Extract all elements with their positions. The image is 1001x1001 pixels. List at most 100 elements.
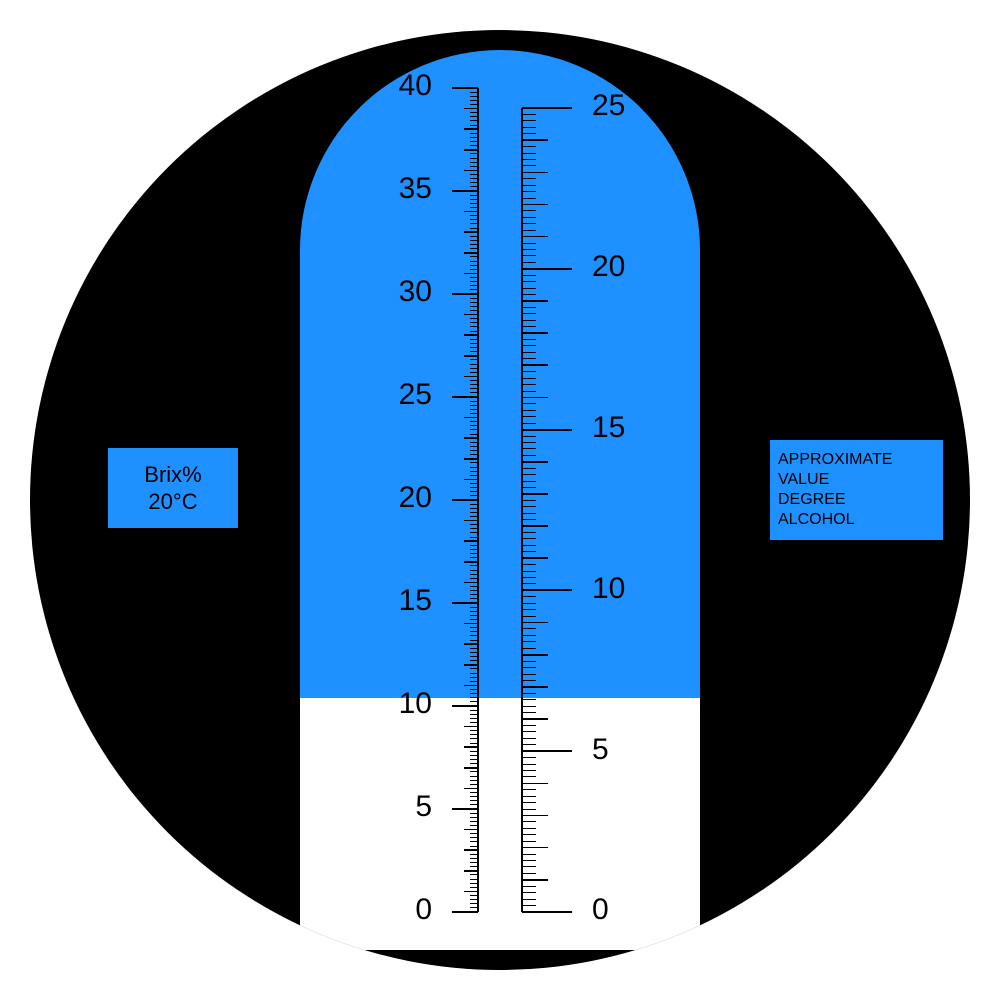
alcohol-scale-tick xyxy=(522,680,536,681)
brix-scale-tick xyxy=(464,540,478,542)
brix-scale-tick xyxy=(470,322,478,323)
brix-scale-tick xyxy=(452,190,478,192)
alcohol-scale-tick xyxy=(522,185,536,186)
alcohol-scale-tick xyxy=(522,622,548,624)
brix-scale-tick xyxy=(464,767,478,769)
brix-scale-tick xyxy=(470,199,478,200)
brix-scale-tick xyxy=(470,619,478,620)
brix-scale-tick xyxy=(470,240,478,241)
alcohol-scale-tick xyxy=(522,699,536,700)
brix-scale-tick xyxy=(470,289,478,290)
brix-scale-tick xyxy=(470,471,478,472)
brix-scale-tick xyxy=(464,582,478,584)
alcohol-scale-tick xyxy=(522,500,536,501)
brix-scale-tick xyxy=(470,771,478,772)
brix-scale-tick xyxy=(464,870,478,872)
brix-label-line: Brix% xyxy=(144,461,201,489)
brix-scale-tick xyxy=(470,730,478,731)
brix-scale-label: 5 xyxy=(362,790,432,824)
alcohol-scale-tick xyxy=(522,275,536,276)
alcohol-scale-tick xyxy=(522,834,536,835)
brix-scale-label: 30 xyxy=(362,275,432,309)
brix-scale-tick xyxy=(470,256,478,257)
alcohol-scale-tick xyxy=(522,236,548,238)
brix-scale-tick xyxy=(470,883,478,884)
alcohol-scale-tick xyxy=(522,120,536,121)
alcohol-scale-tick xyxy=(522,879,548,881)
brix-scale-tick xyxy=(470,516,478,517)
brix-scale-tick xyxy=(470,899,478,900)
alcohol-scale-tick xyxy=(522,532,536,533)
brix-scale-tick xyxy=(464,643,478,645)
brix-scale-tick xyxy=(470,298,478,299)
brix-scale-tick xyxy=(470,545,478,546)
brix-scale-tick xyxy=(470,677,478,678)
alcohol-scale-tick xyxy=(522,854,536,855)
alcohol-scale-tick xyxy=(522,481,536,482)
brix-scale-tick xyxy=(470,343,478,344)
brix-scale-tick xyxy=(470,141,478,142)
brix-scale-tick xyxy=(470,491,478,492)
brix-scale-tick xyxy=(470,425,478,426)
brix-scale-tick xyxy=(470,895,478,896)
brix-scale-tick xyxy=(470,112,478,113)
alcohol-scale-label: 25 xyxy=(592,89,662,123)
brix-scale-tick xyxy=(464,479,478,481)
alcohol-scale-tick xyxy=(522,841,536,842)
brix-scale-tick xyxy=(470,874,478,875)
brix-scale-tick xyxy=(470,462,478,463)
brix-scale-tick xyxy=(470,223,478,224)
brix-scale-tick xyxy=(470,207,478,208)
alcohol-scale-tick xyxy=(522,873,536,874)
brix-scale-tick xyxy=(470,858,478,859)
brix-scale-tick xyxy=(452,705,478,707)
brix-scale-tick xyxy=(470,261,478,262)
brix-scale-tick xyxy=(470,182,478,183)
brix-scale-tick xyxy=(452,87,478,89)
brix-scale-tick xyxy=(470,450,478,451)
alcohol-scale-tick xyxy=(522,345,536,346)
brix-scale-tick xyxy=(470,528,478,529)
alcohol-scale-tick xyxy=(522,217,536,218)
alcohol-scale-tick xyxy=(522,764,536,765)
brix-scale-tick xyxy=(470,96,478,97)
brix-scale-tick xyxy=(470,837,478,838)
alcohol-scale-tick xyxy=(522,557,548,559)
brix-scale-tick xyxy=(470,578,478,579)
alcohol-scale-tick xyxy=(522,538,536,539)
brix-scale-tick xyxy=(470,495,478,496)
brix-scale-tick xyxy=(470,364,478,365)
alcohol-scale-tick xyxy=(522,802,536,803)
alcohol-scale-tick xyxy=(522,706,536,707)
alcohol-scale-tick xyxy=(522,654,548,656)
alcohol-scale-tick xyxy=(522,866,536,867)
brix-scale-tick xyxy=(470,656,478,657)
alcohol-scale-tick xyxy=(522,281,536,282)
brix-scale-tick xyxy=(470,755,478,756)
brix-scale-tick xyxy=(470,166,478,167)
brix-scale-tick xyxy=(470,668,478,669)
brix-scale-tick xyxy=(470,413,478,414)
brix-scale-label: 10 xyxy=(362,687,432,721)
brix-scale-tick xyxy=(464,128,478,130)
brix-scale-tick xyxy=(470,475,478,476)
brix-scale-tick xyxy=(452,293,478,295)
alcohol-scale-tick xyxy=(522,307,536,308)
brix-scale-tick xyxy=(470,796,478,797)
brix-scale-tick xyxy=(470,574,478,575)
brix-scale-tick xyxy=(464,273,478,275)
alcohol-scale-tick xyxy=(522,436,536,437)
brix-scale-tick xyxy=(470,598,478,599)
brix-scale-tick xyxy=(464,252,478,254)
brix-scale-tick xyxy=(470,718,478,719)
alcohol-scale-tick xyxy=(522,198,536,199)
brix-scale-tick xyxy=(470,162,478,163)
alcohol-scale-tick xyxy=(522,738,536,739)
alcohol-scale-tick xyxy=(522,146,536,147)
alcohol-scale-label: 10 xyxy=(592,572,662,606)
alcohol-scale-tick xyxy=(522,892,536,893)
alcohol-scale-tick xyxy=(522,493,548,495)
brix-scale-tick xyxy=(470,409,478,410)
alcohol-scale-axis xyxy=(521,108,523,912)
brix-scale-tick xyxy=(470,277,478,278)
